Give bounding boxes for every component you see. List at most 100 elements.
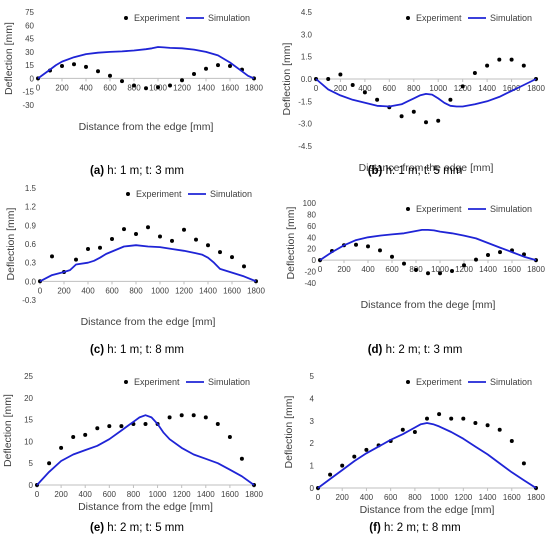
x-tick-label: 1800 [247,286,265,295]
caption-text: h: 1 m; t: 8 mm [104,344,184,356]
caption-label: (b) [368,165,383,177]
x-tick-label: 400 [360,493,374,502]
experiment-point [122,227,126,232]
caption-label: (d) [368,344,383,356]
experiment-point [86,247,90,251]
x-tick-label: 1400 [478,84,496,93]
experiment-point [59,445,64,450]
x-tick-label: 1400 [479,493,497,502]
legend-marker-experiment [126,192,130,196]
caption-label: (f) [369,522,381,534]
chart-panel-b: -4.5 -3.0 -1.5 0.0 1.5 3.0 4.5 0 200 400 600 800 100… [281,8,545,177]
y-tick-label: 15 [24,416,33,425]
x-tick-label: 1200 [175,286,193,295]
x-tick-label: 200 [57,286,71,295]
experiment-point [179,413,184,418]
experiment-point [485,423,490,428]
x-tick-label: 1800 [527,265,545,274]
experiment-point [461,416,466,421]
legend-label-experiment: Experiment [136,189,182,199]
x-tick-label: 1400 [479,265,497,274]
y-axis-title: Deflection [mm] [285,206,297,279]
x-tick-label: 1600 [503,84,521,93]
experiment-point [206,243,210,248]
experiment-point [71,435,76,439]
experiment-point [192,72,196,76]
legend-marker-experiment [406,380,410,384]
experiment-point [437,412,442,417]
y-tick-label: 0.0 [25,277,37,286]
experiment-point [107,424,112,429]
x-tick-label: 400 [79,83,93,92]
legend-marker-experiment [124,380,128,384]
x-tick-label: 400 [79,490,93,499]
experiment-point [390,254,394,259]
experiment-point [120,79,124,84]
experiment-point [50,254,54,259]
y-axis-title: Deflection [mm] [2,394,14,467]
panel-caption: (a) h: 1 m; t: 3 mm [90,165,184,177]
panel-caption: (d) h: 2 m; t: 3 mm [368,344,463,356]
x-axis-title: Distance from the edge [mm] [78,501,213,513]
x-tick-label: 0 [35,490,40,499]
x-tick-label: 1200 [173,83,191,92]
y-tick-label: 0 [30,74,35,83]
experiment-point [498,250,502,255]
x-tick-label: 600 [383,84,397,93]
experiment-point [180,78,184,83]
y-tick-label: -20 [304,268,316,277]
y-tick-label: 100 [303,199,317,208]
experiment-point [228,64,232,68]
x-tick-label: 0 [38,286,43,295]
x-tick-label: 800 [129,286,143,295]
y-tick-label: 20 [307,245,316,254]
x-tick-label: 800 [127,83,141,92]
simulation-line [317,422,537,489]
experiment-point [72,62,76,67]
experiment-point [462,263,466,268]
simulation-line [315,78,537,108]
experiment-point [143,422,148,426]
x-tick-label: 200 [336,493,350,502]
y-tick-label: 1.5 [25,184,37,193]
caption-label: (e) [90,522,104,534]
experiment-point [239,456,244,461]
legend-marker-experiment [406,16,410,20]
experiment-point [354,242,358,247]
legend-label-experiment: Experiment [416,377,462,387]
experiment-point [412,430,417,434]
x-axis-title: Distance from the dege [mm] [361,299,496,311]
x-tick-label: 200 [337,265,351,274]
legend-label-simulation: Simulation [490,13,532,23]
y-tick-label: 3.0 [301,30,313,39]
y-tick-label: 3 [310,417,315,426]
experiment-point [158,234,162,239]
experiment-point [411,109,416,114]
y-tick-label: 60 [307,222,316,231]
experiment-point [203,415,208,420]
y-tick-label: -1.5 [298,97,312,106]
x-tick-label: 600 [384,493,398,502]
caption-text: h: 2 m; t: 5 mm [104,522,184,534]
experiment-point [352,454,357,459]
x-tick-label: 1800 [527,493,545,502]
legend-label-experiment: Experiment [134,377,180,387]
experiment-point [448,97,453,102]
experiment-point [242,264,246,269]
legend-label-experiment: Experiment [416,13,462,23]
panel-caption: (c) h: 1 m; t: 8 mm [90,344,184,356]
y-tick-label: 0 [310,484,315,493]
experiment-point [472,71,477,75]
x-tick-label: 1600 [223,286,241,295]
y-tick-label: 60 [25,21,34,30]
experiment-point [364,447,369,452]
y-axis-title: Deflection [mm] [5,207,17,280]
x-tick-label: 600 [385,265,399,274]
experiment-point [509,439,514,443]
experiment-point [497,57,502,62]
x-tick-label: 200 [54,490,68,499]
panel-caption: (e) h: 2 m; t: 5 mm [90,522,184,534]
experiment-point [96,69,100,74]
x-axis-title: Distance from the edge [mm] [79,121,214,133]
